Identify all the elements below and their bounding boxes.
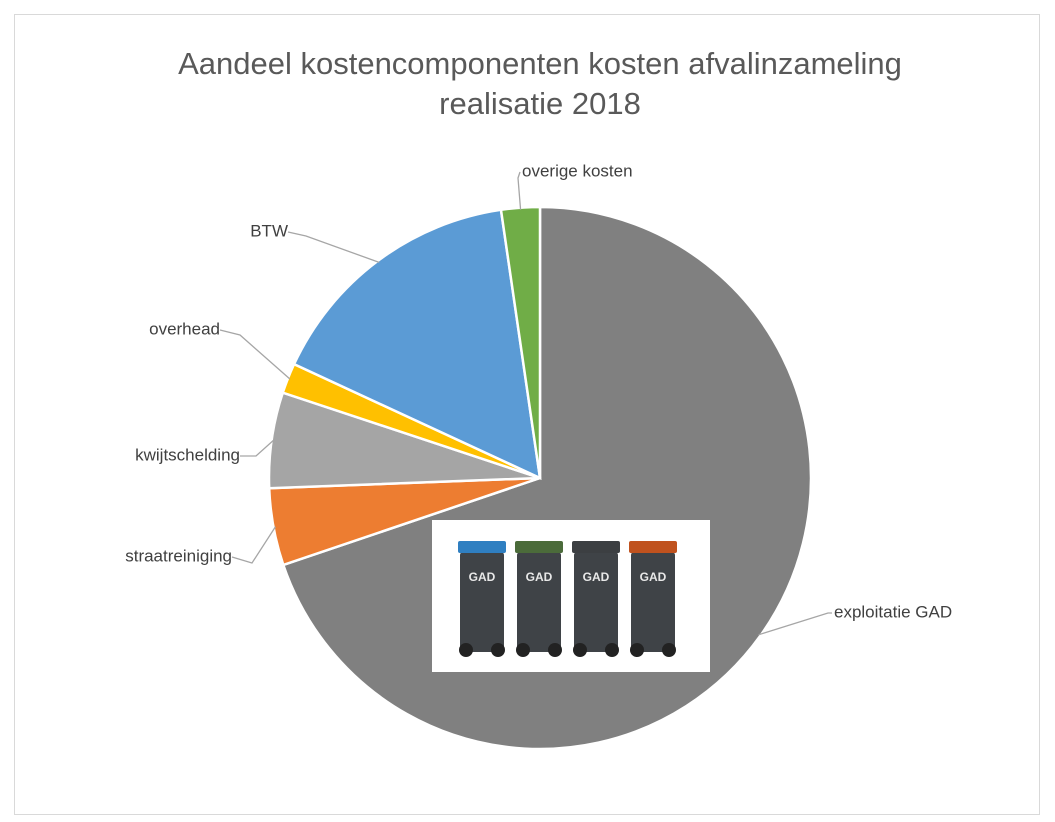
pie-slice [292,208,542,481]
labels: exploitatie GAD straatreiniging kwijtschel… [125,161,952,636]
leader-line [219,329,291,380]
bin-label: GAD [526,570,553,584]
bin-lid [458,541,506,553]
bin-label: GAD [640,570,667,584]
slice-label: exploitatie GAD [834,602,952,621]
bin-label: GAD [469,570,496,584]
slice-label: kwijtschelding [135,445,240,464]
bin-wheel [605,643,619,657]
slice-label: overige kosten [522,161,633,180]
slice-label: BTW [250,221,288,240]
bin-wheel [573,643,587,657]
bin-body [631,552,675,652]
bin-wheel [516,643,530,657]
bin-wheel [662,643,676,657]
bin-wheel [491,643,505,657]
bin-body [574,552,618,652]
bin-body [517,552,561,652]
bin-wheel [459,643,473,657]
bins-image: GAD GAD GAD GAD [432,520,710,672]
chart-title: Aandeel kostencomponenten kosten afvalin… [178,46,902,81]
leader-line [287,231,380,263]
bin-body [460,552,504,652]
leader-line [517,171,522,210]
slice-label: straatreiniging [125,546,232,565]
leader-line [231,526,276,564]
bin-wheel [548,643,562,657]
bin-lid [572,541,620,553]
leader-line [758,612,832,636]
leader-line [240,439,275,457]
bin-wheel [630,643,644,657]
bin-label: GAD [583,570,610,584]
bin-lid [629,541,677,553]
bin-lid [515,541,563,553]
slice-label: overhead [149,319,220,338]
chart-subtitle: realisatie 2018 [439,86,641,121]
